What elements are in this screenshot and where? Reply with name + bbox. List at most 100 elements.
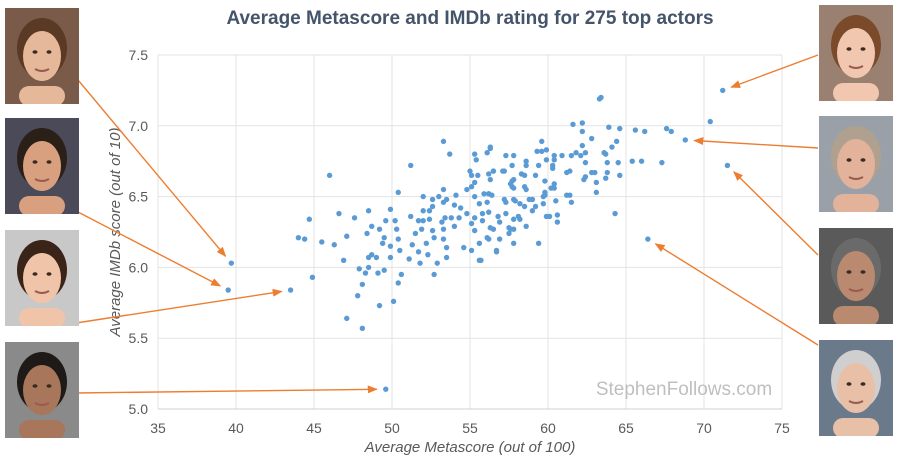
data-point bbox=[579, 120, 586, 126]
data-point bbox=[534, 148, 540, 154]
data-point bbox=[376, 226, 383, 232]
y-tick-label: 6.5 bbox=[129, 189, 149, 205]
data-point bbox=[354, 293, 361, 299]
data-point bbox=[604, 159, 610, 166]
data-point bbox=[429, 203, 436, 210]
data-point bbox=[629, 158, 635, 164]
data-point bbox=[486, 191, 492, 197]
data-point bbox=[301, 236, 308, 242]
data-point bbox=[451, 202, 458, 208]
data-point bbox=[379, 240, 386, 247]
data-point bbox=[663, 125, 670, 132]
face-portrait-icon bbox=[5, 8, 79, 104]
actor-photo-3 bbox=[5, 230, 79, 326]
data-point bbox=[442, 215, 448, 221]
face-portrait-icon bbox=[819, 5, 893, 101]
data-point bbox=[476, 240, 483, 247]
chart-title: Average Metascore and IMDb rating for 27… bbox=[226, 8, 713, 29]
data-point bbox=[549, 165, 556, 171]
data-point bbox=[344, 315, 350, 322]
data-point bbox=[579, 142, 586, 149]
data-point bbox=[521, 203, 528, 210]
data-point bbox=[406, 256, 412, 262]
watermark: StephenFollows.com bbox=[596, 379, 772, 400]
data-point bbox=[535, 240, 542, 247]
data-point bbox=[486, 236, 492, 242]
data-point bbox=[543, 147, 550, 153]
data-point bbox=[351, 215, 358, 221]
data-point bbox=[609, 144, 615, 150]
face-portrait-icon bbox=[5, 118, 79, 214]
data-point bbox=[551, 157, 557, 163]
data-point bbox=[539, 138, 545, 145]
data-point bbox=[529, 208, 536, 214]
data-point bbox=[471, 193, 478, 200]
data-point bbox=[510, 152, 517, 159]
data-point bbox=[420, 193, 426, 200]
data-point bbox=[408, 162, 414, 169]
data-point bbox=[540, 193, 547, 200]
callout-arrow bbox=[693, 137, 819, 149]
y-axis-ticks: 5.0 5.5 6.0 6.5 7.0 7.5 bbox=[129, 47, 149, 417]
data-point bbox=[326, 172, 333, 179]
x-tick-label: 55 bbox=[462, 420, 478, 436]
data-point bbox=[440, 186, 447, 193]
data-point bbox=[523, 158, 529, 164]
data-point bbox=[553, 198, 559, 204]
data-point bbox=[506, 225, 512, 231]
data-point bbox=[503, 152, 509, 159]
data-point bbox=[467, 168, 473, 174]
data-point bbox=[475, 172, 481, 179]
data-point bbox=[593, 189, 600, 196]
data-point bbox=[579, 128, 586, 135]
data-point bbox=[381, 267, 387, 273]
data-point bbox=[376, 302, 383, 309]
data-point bbox=[440, 236, 447, 242]
data-point bbox=[720, 87, 726, 94]
actor-photo-4 bbox=[5, 342, 79, 438]
data-point bbox=[309, 274, 316, 281]
data-point bbox=[395, 280, 401, 286]
data-point bbox=[395, 189, 401, 196]
actor-photo-2 bbox=[5, 118, 79, 214]
data-point bbox=[287, 287, 294, 293]
data-point bbox=[453, 192, 459, 198]
y-tick-label: 7.0 bbox=[129, 118, 149, 134]
data-point bbox=[443, 254, 450, 261]
data-point bbox=[448, 215, 454, 221]
data-point bbox=[420, 208, 426, 214]
data-point bbox=[501, 168, 508, 174]
data-point bbox=[471, 227, 478, 234]
data-point bbox=[473, 157, 479, 163]
data-point bbox=[495, 213, 501, 220]
x-tick-label: 40 bbox=[228, 420, 244, 436]
data-point bbox=[440, 226, 447, 232]
data-point bbox=[471, 151, 478, 157]
data-point bbox=[582, 159, 589, 166]
data-point bbox=[479, 217, 486, 224]
data-point bbox=[554, 212, 561, 218]
y-tick-label: 7.5 bbox=[129, 47, 149, 63]
callout-arrow bbox=[77, 211, 222, 287]
data-point bbox=[306, 216, 313, 222]
data-point bbox=[582, 150, 589, 156]
data-point bbox=[592, 169, 598, 176]
data-point bbox=[682, 137, 688, 143]
data-point bbox=[451, 223, 458, 230]
x-tick-label: 65 bbox=[618, 420, 634, 436]
data-point bbox=[426, 208, 433, 214]
data-point bbox=[490, 226, 497, 232]
data-point bbox=[632, 127, 639, 133]
callout-arrow bbox=[75, 385, 378, 394]
data-point bbox=[523, 186, 529, 193]
data-point bbox=[568, 199, 575, 205]
callout-arrows bbox=[75, 54, 819, 394]
data-point bbox=[490, 168, 497, 174]
data-point bbox=[423, 240, 430, 247]
data-point bbox=[503, 210, 509, 217]
data-point bbox=[468, 247, 475, 254]
x-tick-label: 45 bbox=[306, 420, 322, 436]
data-point bbox=[521, 172, 528, 179]
data-point bbox=[551, 152, 557, 159]
